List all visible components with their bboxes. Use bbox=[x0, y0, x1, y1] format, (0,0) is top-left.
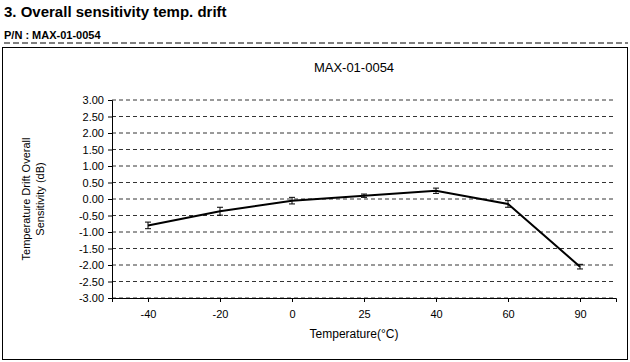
error-bar-cap bbox=[433, 193, 439, 194]
y-tick-label: 2.00 bbox=[83, 127, 104, 139]
y-tick-label: -3.00 bbox=[79, 292, 104, 304]
x-tick-label: 0 bbox=[289, 308, 295, 320]
x-axis-title: Temperature(°C) bbox=[310, 327, 399, 341]
y-tick: -2.00 bbox=[79, 259, 112, 271]
y-tick-mark bbox=[108, 199, 112, 200]
error-bar-cap bbox=[361, 194, 367, 195]
y-tick-mark bbox=[108, 249, 112, 250]
error-bar-cap bbox=[361, 197, 367, 198]
x-tick-label: 90 bbox=[574, 308, 586, 320]
y-tick: 0.50 bbox=[83, 177, 112, 189]
y-tick: 2.00 bbox=[83, 127, 112, 139]
y-axis-title: Temperature Drift OverallSensitivity (dB… bbox=[20, 138, 46, 261]
x-tick-mark bbox=[292, 298, 293, 302]
grid-line bbox=[112, 166, 616, 167]
y-tick: 2.50 bbox=[83, 111, 112, 123]
y-tick-label: -2.50 bbox=[79, 276, 104, 288]
grid-line bbox=[112, 199, 616, 200]
y-tick-label: 1.00 bbox=[83, 160, 104, 172]
grid-line bbox=[112, 215, 616, 216]
grid-line bbox=[112, 281, 616, 282]
x-tick-mark bbox=[436, 298, 437, 302]
y-axis: -3.00 -2.50 -2.00 -1.50 -1.00 -0.50 0.00 0.50 1.… bbox=[79, 94, 113, 304]
y-tick-mark bbox=[108, 282, 112, 283]
x-tick-label: -40 bbox=[141, 308, 157, 320]
x-tick: 90 bbox=[574, 298, 586, 320]
y-tick-label: -0.50 bbox=[79, 210, 104, 222]
x-tick: -20 bbox=[213, 298, 229, 320]
x-tick: 40 bbox=[430, 298, 442, 320]
y-axis-line bbox=[108, 101, 113, 299]
y-tick: -3.00 bbox=[79, 292, 112, 304]
x-tick-mark bbox=[508, 298, 509, 302]
section-heading: 3. Overall sensitivity temp. drift bbox=[4, 3, 227, 20]
chart-frame bbox=[3, 48, 628, 360]
y-tick-label: -1.50 bbox=[79, 243, 104, 255]
grid-line bbox=[112, 182, 616, 183]
y-tick: -0.50 bbox=[79, 210, 112, 222]
x-tick-mark bbox=[220, 298, 221, 302]
part-number: P/N : MAX-01-0054 bbox=[4, 29, 101, 41]
x-tick: -40 bbox=[141, 298, 157, 320]
error-bar-cap bbox=[145, 228, 151, 229]
y-tick-label: 0.50 bbox=[83, 177, 104, 189]
x-tick: 0 bbox=[289, 298, 295, 320]
chart-title: MAX-01-0054 bbox=[314, 60, 394, 75]
y-tick-mark bbox=[108, 117, 112, 118]
y-tick-mark bbox=[108, 232, 112, 233]
grid-line bbox=[112, 149, 616, 150]
error-bar-cap bbox=[577, 268, 583, 269]
y-tick-mark bbox=[108, 133, 112, 134]
y-tick: 0.00 bbox=[83, 193, 112, 205]
grid-line bbox=[112, 116, 616, 117]
y-tick: -1.00 bbox=[79, 226, 112, 238]
y-tick-mark bbox=[108, 100, 112, 101]
x-tick-label: -20 bbox=[213, 308, 229, 320]
y-tick-mark bbox=[108, 298, 112, 299]
data-line bbox=[148, 191, 580, 267]
x-tick-mark bbox=[148, 298, 149, 302]
y-tick-label: 2.50 bbox=[83, 111, 104, 123]
y-tick-label: -1.00 bbox=[79, 226, 104, 238]
y-tick-mark bbox=[108, 265, 112, 266]
grid-line bbox=[112, 248, 616, 249]
error-bar-cap bbox=[217, 215, 223, 216]
error-bar-cap bbox=[145, 222, 151, 223]
x-axis: -40 -20 0 25 40 60 90 bbox=[113, 298, 617, 320]
y-tick: 1.00 bbox=[83, 160, 112, 172]
error-bar-cap bbox=[433, 188, 439, 189]
error-bar-cap bbox=[505, 200, 511, 201]
x-tick: 25 bbox=[358, 298, 370, 320]
grid-line bbox=[112, 100, 616, 101]
y-tick-label: 1.50 bbox=[83, 144, 104, 156]
grid-line bbox=[112, 133, 616, 134]
error-bar-cap bbox=[289, 203, 295, 204]
x-tick-label: 40 bbox=[430, 308, 442, 320]
x-tick: 60 bbox=[502, 298, 514, 320]
plot-area bbox=[145, 188, 583, 269]
y-tick-mark bbox=[108, 183, 112, 184]
y-tick: -1.50 bbox=[79, 243, 112, 255]
error-bar-cap bbox=[217, 207, 223, 208]
y-tick: 3.00 bbox=[83, 94, 112, 106]
x-tick-label: 60 bbox=[502, 308, 514, 320]
grid-line bbox=[112, 265, 616, 266]
y-tick: 1.50 bbox=[83, 144, 112, 156]
x-tick-mark bbox=[580, 298, 581, 302]
y-tick-mark bbox=[108, 166, 112, 167]
y-tick: -2.50 bbox=[79, 276, 112, 288]
grid bbox=[112, 100, 616, 298]
y-tick-label: 3.00 bbox=[83, 94, 104, 106]
x-tick-label: 25 bbox=[358, 308, 370, 320]
x-tick-mark bbox=[364, 298, 365, 302]
x-axis-line bbox=[113, 299, 617, 303]
y-tick-label: -2.00 bbox=[79, 259, 104, 271]
y-tick-mark bbox=[108, 150, 112, 151]
header-rule bbox=[4, 43, 628, 44]
error-bar-cap bbox=[289, 197, 295, 198]
y-tick-label: 0.00 bbox=[83, 193, 104, 205]
y-tick-mark bbox=[108, 216, 112, 217]
